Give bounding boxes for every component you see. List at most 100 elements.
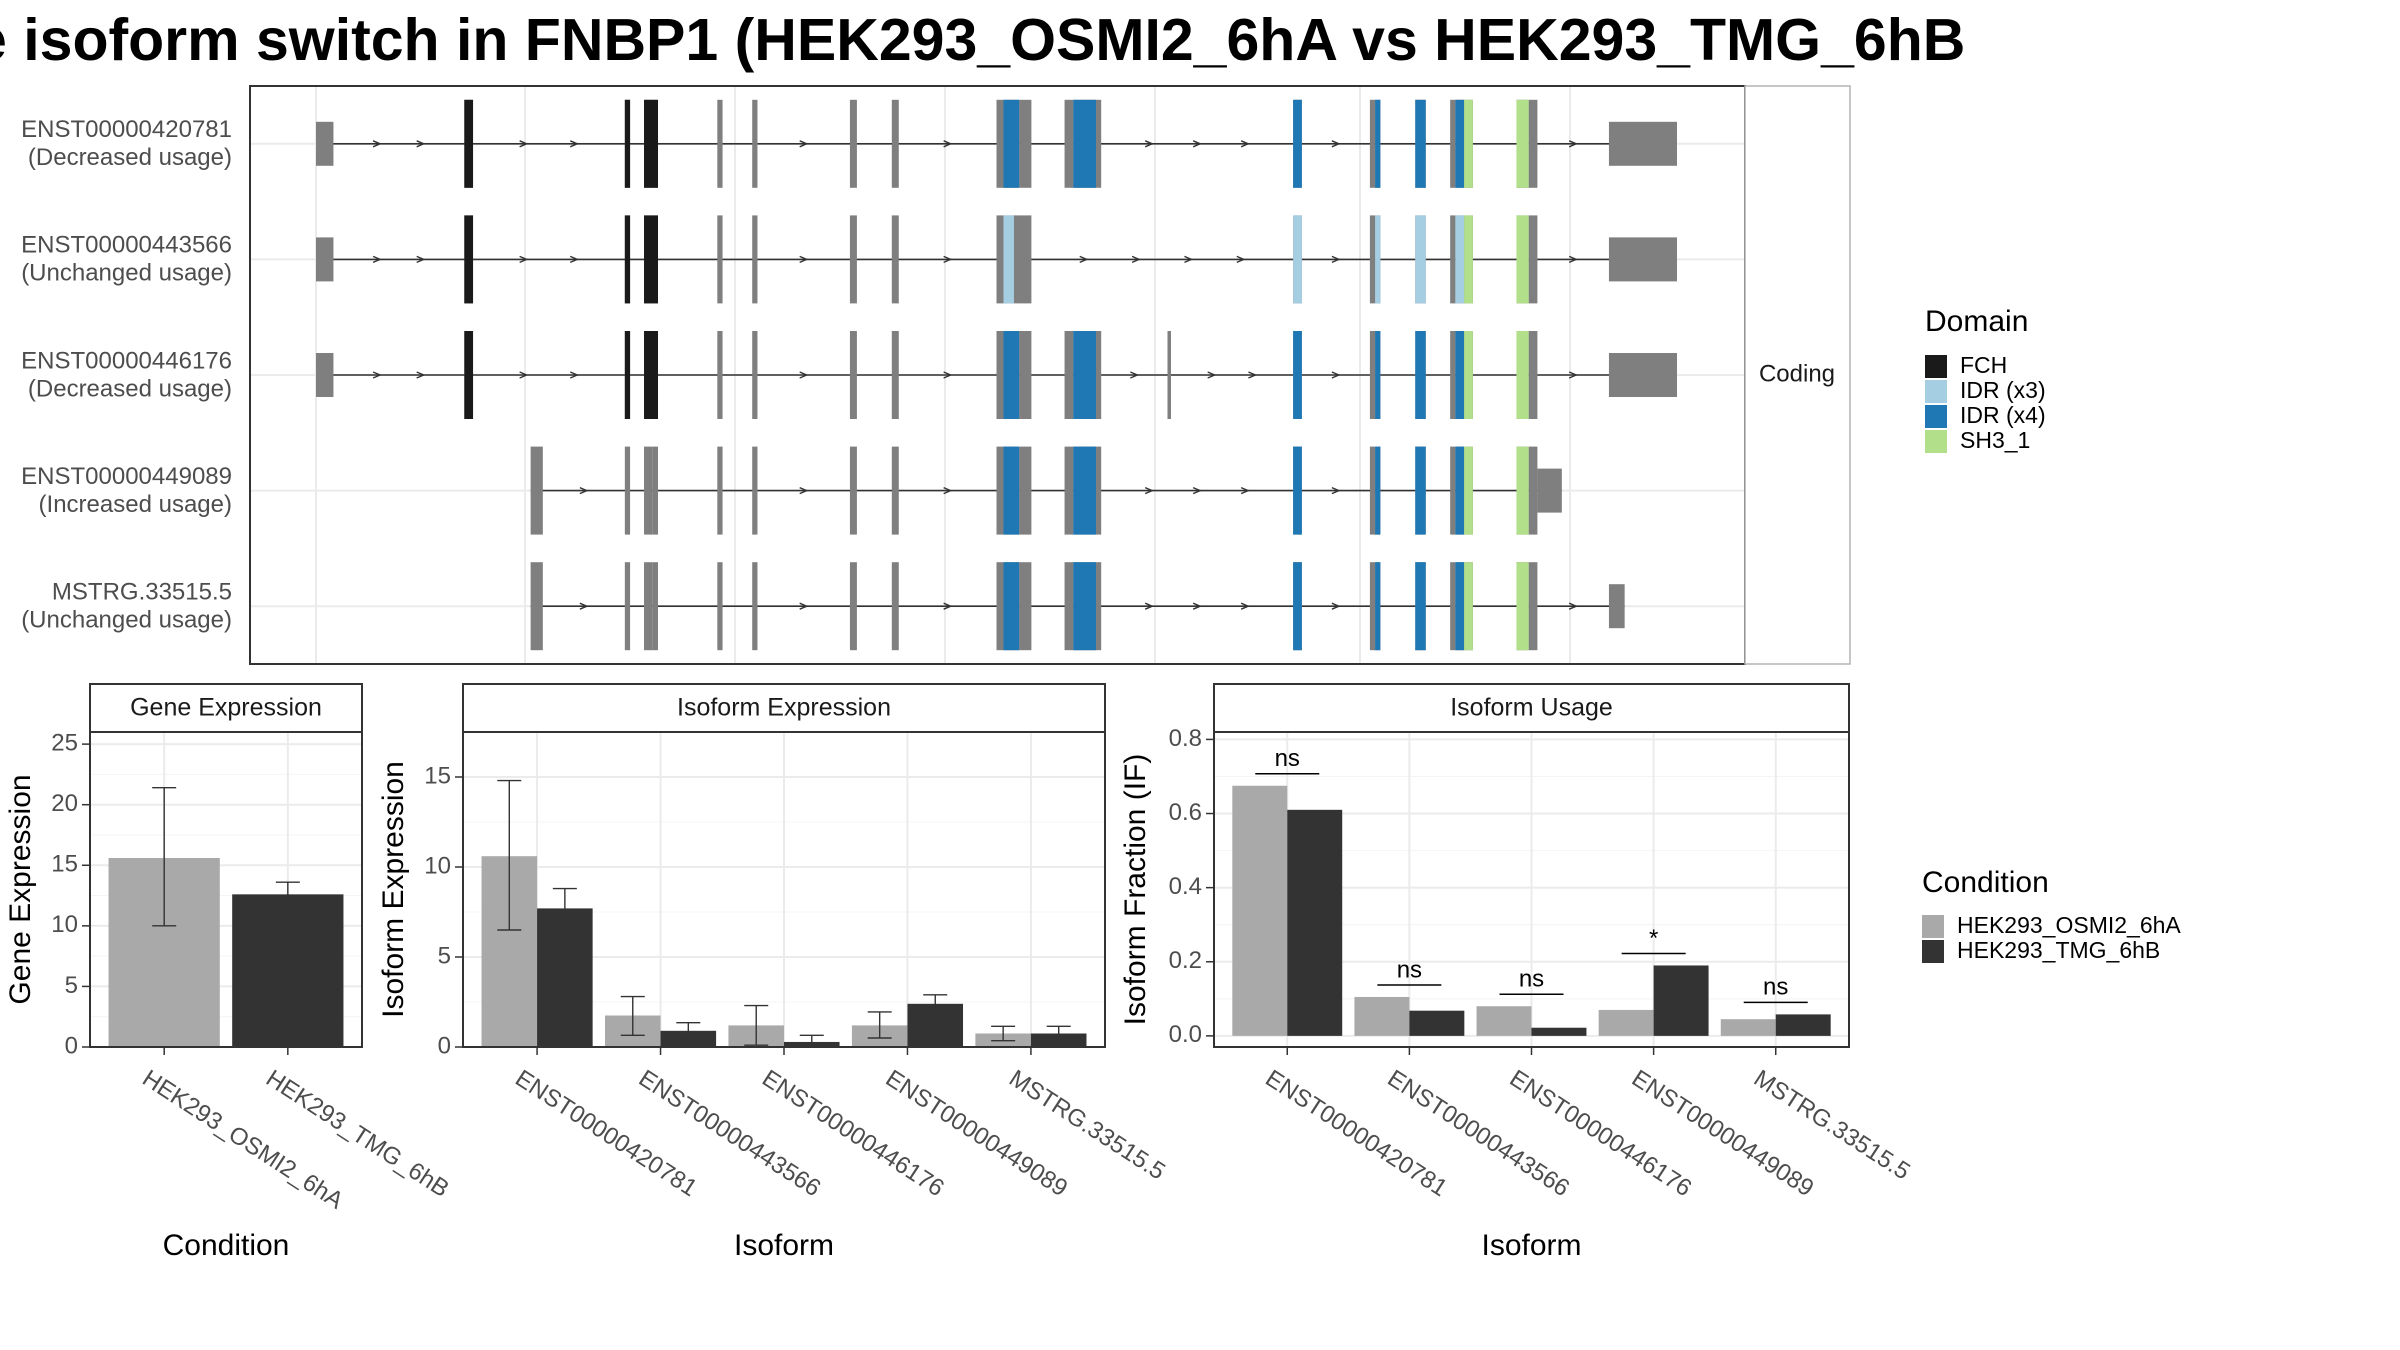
facet-strip [1744,85,1851,665]
exon [849,331,857,419]
isoform-usage-label: (Decreased usage) [28,144,232,171]
domain-exon [1516,215,1529,304]
domain-exon [464,215,474,304]
exon [891,215,899,304]
isoform-usage-label: (Unchanged usage) [21,260,232,287]
exon [1608,237,1677,282]
x-tick-label: HEK293_OSMI2_6hA [137,1065,348,1215]
intron-direction-arrow [579,602,589,610]
intron-direction-arrow [1192,602,1202,610]
intron-direction-arrow [1568,602,1578,610]
exon [1528,99,1538,188]
y-tick-label: 0.8 [1169,725,1202,752]
domain-exon [1464,99,1473,188]
y-tick-label: 25 [51,729,78,756]
domain-exon [624,331,631,419]
intron-direction-arrow [1331,486,1341,495]
intron-direction-arrow [372,371,382,379]
domain-exon [1375,446,1381,535]
x-axis-label: Isoform [734,1229,834,1262]
intron-direction-arrow [1144,140,1154,148]
bar [1232,785,1288,1036]
domain-exon [1073,99,1096,188]
intron-direction-arrow [1331,602,1341,610]
isoform-id-label: ENST00000420781 [21,116,232,143]
bar [1598,1009,1654,1036]
bar [1775,1014,1831,1036]
panel-title: Isoform Expression [677,694,891,722]
significance-label: ns [1519,966,1544,993]
domain-exon [1415,446,1426,535]
significance-label: ns [1763,974,1788,1001]
exon [752,562,758,651]
exon [1369,446,1376,535]
intron-direction-arrow [1207,371,1217,379]
exon [1167,331,1171,419]
domain-exon [1455,446,1465,535]
exon [891,446,899,535]
domain-exon [1375,331,1381,419]
exon [1095,99,1102,188]
bar [1354,996,1410,1036]
y-tick-label: 5 [438,942,451,969]
intron-direction-arrow [1331,371,1341,379]
domain-exon [1516,446,1529,535]
exon [891,331,899,419]
exon [1528,562,1538,651]
significance-label: ns [1397,956,1422,983]
panel-title-strip [1213,683,1850,733]
domain-exon [1073,331,1096,419]
isoform-usage-label: (Unchanged usage) [21,607,232,634]
intron-direction-arrow [1184,255,1194,264]
domain-exon [1516,562,1529,651]
exon [1064,562,1074,651]
domain-exon [1455,215,1465,304]
exon [1450,331,1456,419]
domain-exon [1464,215,1473,304]
exon [1450,99,1456,188]
intron-direction-arrow [372,255,382,264]
intron-direction-arrow [519,371,529,379]
domain-legend-title: Domain [1925,305,2028,338]
exon [1064,446,1074,535]
domain-legend-key [1925,380,1947,403]
panel-title: Isoform Usage [1450,694,1613,722]
bar [232,894,344,1047]
y-tick-label: 0 [65,1032,78,1059]
domain-exon [464,99,474,188]
exon [316,237,334,282]
intron-direction-arrow [943,602,953,610]
exon [717,331,723,419]
exon [1064,99,1074,188]
intron-direction-arrow [1131,255,1141,264]
exon [717,562,723,651]
x-axis-label: Condition [163,1229,290,1262]
exon [752,446,758,535]
exon [996,562,1004,651]
intron-direction-arrow [519,255,529,264]
exon [1019,562,1032,651]
y-tick-label: 0.6 [1169,799,1202,826]
domain-exon [1516,99,1529,188]
y-tick-label: 10 [424,852,451,879]
intron-direction-arrow [943,371,953,379]
exon [849,215,857,304]
domain-exon [644,331,658,419]
exon [849,562,857,651]
exon [316,353,334,397]
intron-direction-arrow [943,255,953,264]
exon [1528,446,1538,535]
intron-direction-arrow [1331,255,1341,264]
intron-direction-arrow [1130,371,1140,379]
exon [996,446,1004,535]
domain-legend-key [1925,405,1947,428]
domain-exon [624,215,631,304]
intron-direction-arrow [943,486,953,495]
exon [1369,562,1376,651]
domain-exon [624,99,631,188]
intron-direction-arrow [799,486,809,495]
domain-exon [1375,99,1381,188]
domain-exon [1464,562,1473,651]
exon [1095,562,1102,651]
